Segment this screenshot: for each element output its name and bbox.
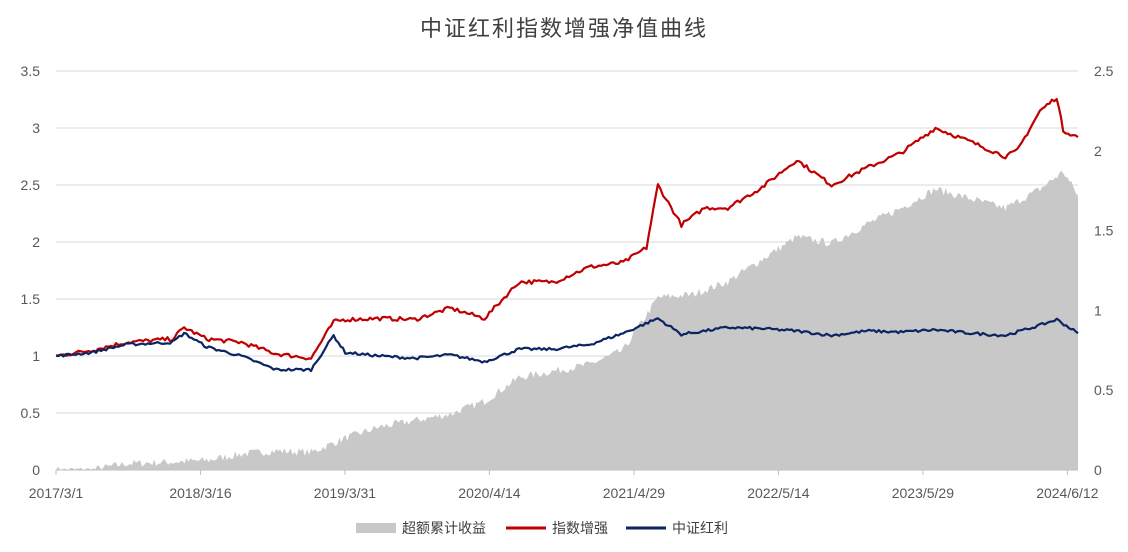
y-right-tick-label: 2.5 bbox=[1094, 63, 1114, 79]
legend-item: 超额累计收益 bbox=[356, 521, 486, 537]
line-layer bbox=[55, 98, 1079, 373]
x-tick-label: 2019/3/31 bbox=[314, 485, 376, 501]
y-right-tick-label: 2 bbox=[1094, 143, 1102, 159]
x-tick-label: 2024/6/12 bbox=[1036, 485, 1098, 501]
legend-label: 中证红利 bbox=[672, 521, 728, 537]
x-tick-label: 2017/3/1 bbox=[29, 485, 84, 501]
legend-swatch-area bbox=[356, 523, 396, 533]
y-left-tick-label: 0 bbox=[32, 462, 40, 478]
y-left-tick-label: 3.5 bbox=[21, 63, 41, 79]
y-left-tick-label: 2 bbox=[32, 234, 40, 250]
legend-label: 超额累计收益 bbox=[402, 521, 486, 537]
y-right-tick-label: 1.5 bbox=[1094, 223, 1114, 239]
x-tick-label: 2022/5/14 bbox=[747, 485, 809, 501]
x-tick-label: 2018/3/16 bbox=[169, 485, 231, 501]
legend: 超额累计收益 指数增强 中证红利 bbox=[356, 521, 728, 537]
x-tick-label: 2023/5/29 bbox=[892, 485, 954, 501]
y-left-tick-label: 0.5 bbox=[21, 405, 41, 421]
y-left-tick-label: 2.5 bbox=[21, 177, 41, 193]
legend-label: 指数增强 bbox=[552, 521, 608, 537]
legend-item: 中证红利 bbox=[626, 521, 728, 537]
area-layer bbox=[56, 170, 1078, 471]
grid-lines bbox=[56, 70, 1078, 471]
series-line-benchmark bbox=[55, 317, 1079, 373]
y-left-tick-label: 1 bbox=[32, 348, 40, 364]
y-right-tick-label: 0 bbox=[1094, 462, 1102, 478]
y-left-tick-label: 1.5 bbox=[21, 291, 41, 307]
chart-title: 中证红利指数增强净值曲线 bbox=[420, 17, 708, 42]
y-right-tick-label: 0.5 bbox=[1094, 382, 1114, 398]
y-left-tick-label: 3 bbox=[32, 120, 40, 136]
legend-item: 指数增强 bbox=[506, 521, 608, 537]
axis-layer: 0 0.5 1 1.5 2 2.5 3 3.5 0 0.5 1 1.5 2 2.5 2017/3/1 2018… bbox=[21, 63, 1114, 501]
y-right-tick-label: 1 bbox=[1094, 302, 1102, 318]
x-tick-label: 2020/4/14 bbox=[458, 485, 520, 501]
series-area-excess-return bbox=[56, 170, 1078, 471]
x-tick-label: 2021/4/29 bbox=[603, 485, 665, 501]
series-line-enhanced bbox=[55, 98, 1079, 361]
